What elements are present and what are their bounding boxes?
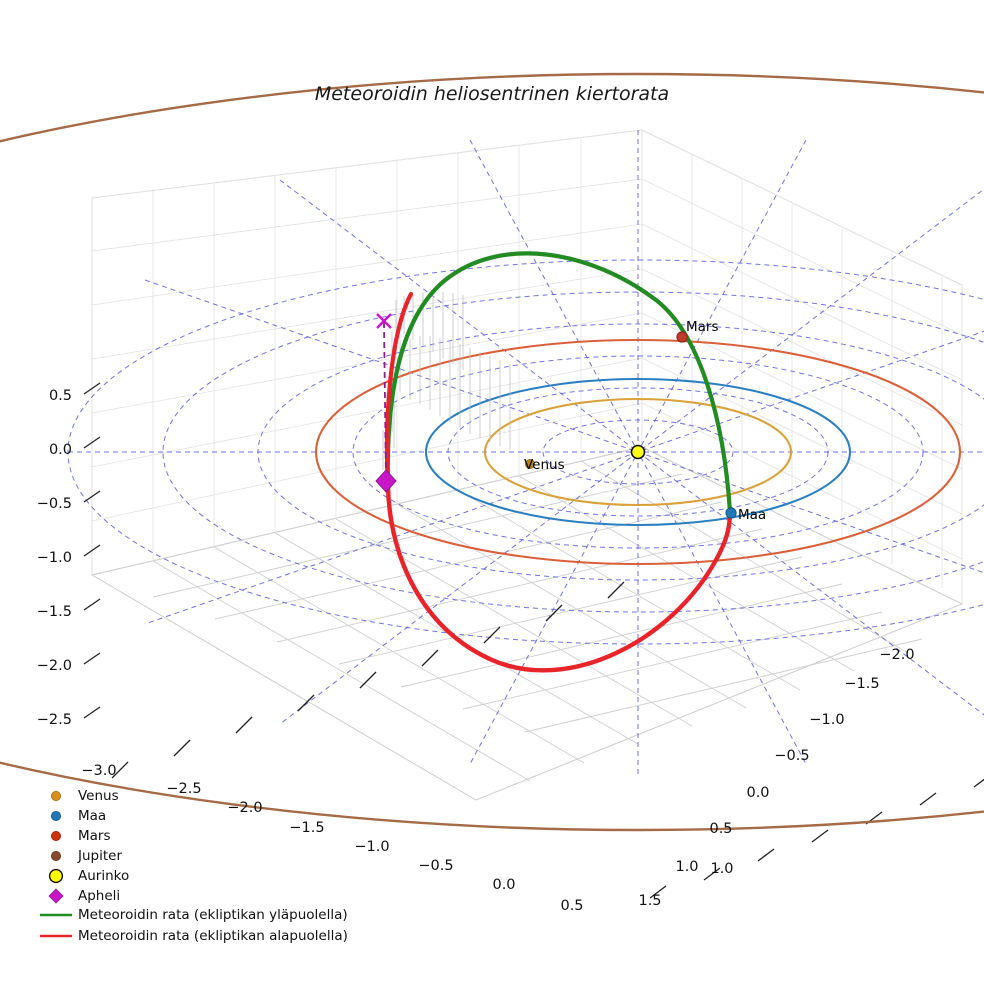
aphelion-projection-line: [383, 321, 387, 481]
z-tick-0: 0.5: [49, 388, 72, 404]
orbit-mars: [314, 338, 962, 566]
y-tick-1: 1.0: [710, 861, 733, 877]
y-tick-4: −0.5: [774, 748, 809, 764]
axis-ticks: [83, 382, 984, 899]
z-axis-tick-labels: 0.5 0.0 −0.5 −1.0 −1.5 −2.0 −2.5: [37, 388, 72, 728]
legend-label-mars: Mars: [78, 828, 111, 844]
legend-label-above: Meteoroidin rata (ekliptikan yläpuolella…: [78, 907, 348, 923]
x-tick-3: −1.5: [289, 820, 324, 836]
y-tick-0: 1.5: [638, 893, 661, 909]
x-tick-0: −3.0: [81, 763, 116, 779]
pane-right: [641, 129, 963, 605]
legend-marker-mars: [51, 831, 62, 842]
orbit-venus: [483, 397, 793, 507]
mars-marker[interactable]: [676, 331, 688, 343]
legend-marker-venus: [51, 791, 62, 802]
y-tick-3: 0.0: [746, 785, 769, 801]
z-tick-6: −2.5: [37, 712, 72, 728]
y-tick-2: 0.5: [709, 821, 732, 837]
z-tick-1: 0.0: [49, 442, 72, 458]
z-tick-4: −1.5: [37, 604, 72, 620]
axes3d-gridlines: [91, 129, 963, 801]
aphelion-marker[interactable]: [375, 469, 397, 493]
z-tick-5: −2.0: [37, 658, 72, 674]
legend-marker-maa: [51, 811, 62, 822]
z-tick-3: −1.0: [37, 550, 72, 566]
x-tick-6: 0.0: [492, 877, 515, 893]
z-tick-2: −0.5: [37, 496, 72, 512]
x-axis-tick-labels: −3.0 −2.5 −2.0 −1.5 −1.0 −0.5 0.0 0.5 1.…: [81, 763, 698, 914]
legend-label-aurinko: Aurinko: [78, 868, 129, 884]
pane-left: [91, 129, 643, 576]
y-tick-7: −2.0: [879, 647, 914, 663]
x-tick-2: −2.0: [227, 800, 262, 816]
trajectory-below-ecliptic-lower: [385, 484, 733, 673]
trajectory-below-ecliptic: [384, 291, 414, 490]
legend-marker-aurinko: [48, 868, 64, 884]
legend-label-venus: Venus: [78, 788, 119, 804]
legend-label-maa: Maa: [78, 808, 106, 824]
sun-marker[interactable]: [630, 444, 646, 460]
maa-label: Maa: [738, 507, 766, 523]
x-tick-7: 0.5: [560, 898, 583, 914]
orbit-jupiter: [0, 72, 984, 832]
legend-label-apheli: Apheli: [78, 888, 120, 904]
mars-label: Mars: [686, 319, 719, 335]
x-tick-8: 1.0: [675, 859, 698, 875]
aphelion-projection-x-marker: [376, 313, 392, 329]
legend: Venus Maa Mars Jupiter Aurinko Apheli Me…: [40, 788, 348, 944]
trajectory-drop-lines: [382, 292, 511, 470]
legend-label-jupiter: Jupiter: [77, 848, 122, 864]
legend-label-below: Meteoroidin rata (ekliptikan alapuolella…: [78, 928, 348, 944]
x-tick-1: −2.5: [166, 781, 201, 797]
legend-marker-jupiter: [51, 851, 62, 862]
venus-marker[interactable]: [525, 458, 536, 469]
x-tick-5: −0.5: [418, 858, 453, 874]
maa-marker[interactable]: [725, 507, 737, 519]
legend-marker-apheli: [48, 888, 64, 904]
celestial-bodies: Mars Maa Venus: [375, 319, 766, 523]
y-axis-tick-labels: 1.5 1.0 0.5 0.0 −0.5 −1.0 −1.5 −2.0: [638, 647, 914, 909]
x-tick-4: −1.0: [354, 839, 389, 855]
page-title: Meteoroidin heliosentrinen kiertorata: [315, 83, 669, 105]
y-tick-6: −1.5: [844, 676, 879, 692]
venus-label: Venus: [524, 457, 565, 473]
trajectory-above-ecliptic: [385, 251, 733, 515]
orbit-maa: [424, 377, 852, 527]
y-tick-5: −1.0: [809, 712, 844, 728]
